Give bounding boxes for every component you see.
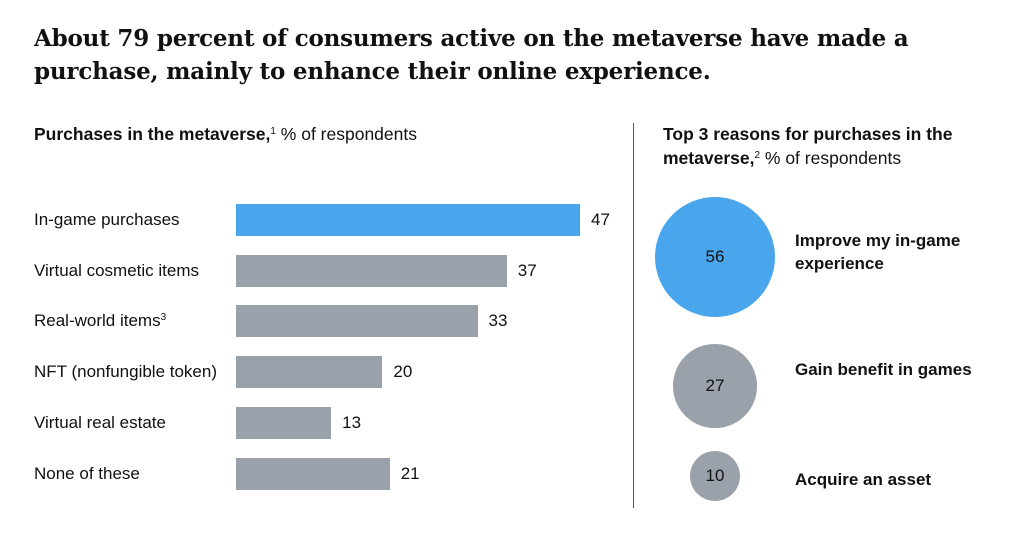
bar bbox=[236, 254, 507, 287]
left-panel-heading-bold: Purchases in the metaverse, bbox=[34, 124, 271, 144]
bar bbox=[236, 406, 332, 439]
bar-category-footnote-mark: 3 bbox=[160, 312, 167, 324]
bar-category-text: Real-world items bbox=[34, 311, 161, 331]
right-panel-heading-bold: Top 3 reasons for purchases in the metav… bbox=[663, 124, 953, 168]
bar bbox=[236, 356, 383, 389]
bar-value-label: 33 bbox=[488, 311, 508, 331]
bar-category-label: Virtual cosmetic items bbox=[34, 261, 199, 281]
bar-value-label: 47 bbox=[591, 210, 610, 229]
bar-value-label: 37 bbox=[517, 260, 537, 280]
bar bbox=[236, 457, 390, 490]
right-panel-heading-unit: % of respondents bbox=[760, 148, 902, 168]
bubble: 27 bbox=[673, 344, 757, 428]
bar-value-label: 20 bbox=[393, 362, 413, 382]
bar-category-text: NFT (nonfungible token) bbox=[34, 362, 218, 382]
bar-category-label: Real-world items3 bbox=[34, 311, 166, 331]
right-panel-heading: Top 3 reasons for purchases in the metav… bbox=[663, 122, 1003, 170]
bar-category-text: In-game purchases bbox=[34, 210, 180, 229]
bubble: 56 bbox=[655, 197, 775, 317]
bubble-value-label: 56 bbox=[705, 247, 725, 266]
bubble-category-label: Improve my in-game experience bbox=[795, 231, 961, 273]
bubble-category-label: Acquire an asset bbox=[795, 470, 932, 489]
bar-category-label: None of these bbox=[34, 464, 140, 484]
bar-value-label: 21 bbox=[400, 463, 420, 483]
bar bbox=[236, 305, 478, 338]
left-panel-heading-unit: % of respondents bbox=[275, 124, 417, 144]
bar-value-label: 13 bbox=[342, 412, 362, 432]
bar-category-label: NFT (nonfungible token) bbox=[34, 362, 217, 382]
bar-category-label: Virtual real estate bbox=[34, 413, 166, 433]
left-panel-footnote-mark: 1 bbox=[270, 126, 276, 137]
bar-category-text: Virtual cosmetic items bbox=[34, 260, 200, 280]
bar bbox=[236, 204, 580, 236]
bar-category-text: Virtual real estate bbox=[34, 412, 166, 432]
bubble-category-label: Gain benefit in games bbox=[795, 360, 972, 379]
bubble-value-label: 10 bbox=[705, 465, 725, 485]
left-panel-heading: Purchases in the metaverse,1 % of respon… bbox=[34, 122, 417, 146]
chart-title: About 79 percent of consumers active on … bbox=[34, 25, 909, 85]
bubble-value-label: 27 bbox=[705, 375, 725, 395]
bar-category-label: In-game purchases bbox=[34, 210, 180, 230]
bubble: 10 bbox=[689, 450, 741, 502]
bar-category-text: None of these bbox=[34, 463, 140, 483]
panel-divider bbox=[633, 123, 634, 508]
right-panel-footnote-mark: 2 bbox=[754, 150, 761, 161]
